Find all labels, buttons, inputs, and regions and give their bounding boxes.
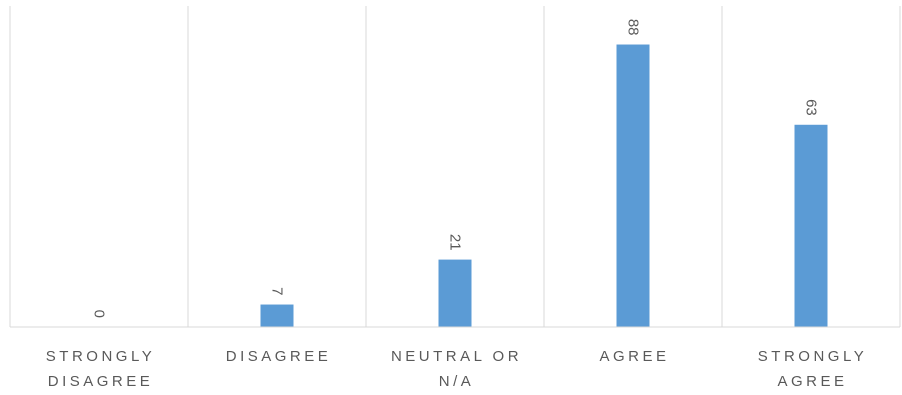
bar	[616, 44, 650, 328]
data-label: 63	[803, 99, 820, 116]
x-tick-label: NEUTRAL OR N/A	[390, 348, 523, 390]
bar	[260, 304, 294, 327]
x-tick-label: STRONGLY DISAGREE	[45, 348, 156, 390]
data-label: 21	[447, 234, 464, 251]
x-tick-label: AGREE	[599, 348, 670, 365]
bar	[438, 259, 472, 327]
data-label: 88	[625, 19, 642, 36]
x-tick-label: DISAGREE	[225, 348, 332, 365]
x-tick-label: STRONGLY AGREE	[757, 348, 868, 390]
bar	[794, 124, 828, 328]
data-label: 7	[269, 287, 286, 295]
data-label: 0	[91, 310, 108, 318]
